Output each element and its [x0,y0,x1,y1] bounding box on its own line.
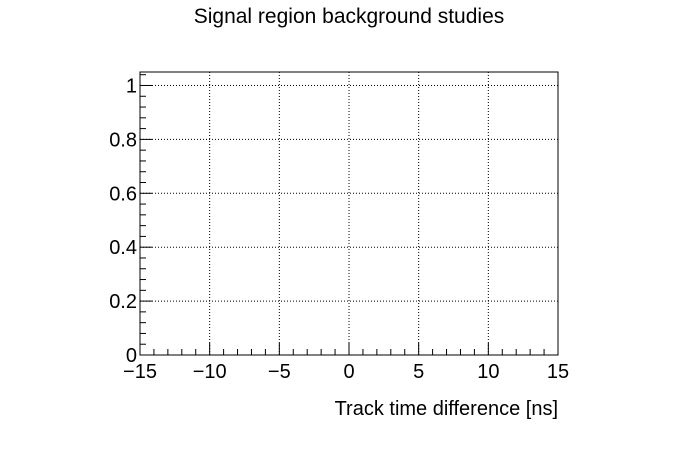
axis-ticks [139,74,559,356]
x-tick-label-1: −10 [193,361,227,383]
x-tick-label-2: −5 [268,361,291,383]
x-tick-label-3: 0 [343,361,354,383]
y-tick-label-3: 0.6 [109,183,137,205]
chart-title: Signal region background studies [194,5,505,28]
y-tick-label-5: 1 [126,75,137,97]
x-axis-title: Track time difference [ns] [335,398,558,420]
x-tick-label-0: −15 [123,361,157,383]
x-tick-labels: −15 −10 −5 0 5 10 15 [123,361,569,383]
y-tick-labels: 0 0.2 0.4 0.6 0.8 1 [109,75,137,367]
x-tick-label-4: 5 [413,361,424,383]
y-tick-label-2: 0.4 [109,237,137,259]
grid [140,72,558,355]
y-tick-label-0: 0 [126,345,137,367]
x-tick-label-6: 15 [547,361,569,383]
y-tick-label-1: 0.2 [109,291,137,313]
x-tick-label-5: 10 [477,361,499,383]
y-tick-label-4: 0.8 [109,129,137,151]
